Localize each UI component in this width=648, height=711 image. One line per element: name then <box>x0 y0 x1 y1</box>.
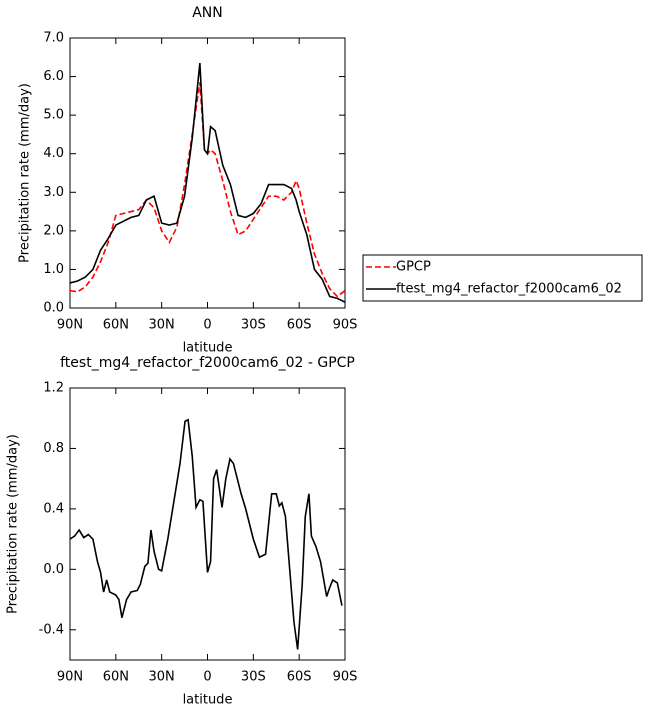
x-axis-label: latitude <box>183 341 233 356</box>
legend-label: GPCP <box>396 260 431 275</box>
x-tick-label: 30S <box>241 318 266 333</box>
x-tick-label: 60N <box>103 670 129 685</box>
y-tick-label: 4.0 <box>43 146 64 161</box>
data-line <box>69 62 346 303</box>
y-tick-label: 6.0 <box>43 69 64 84</box>
chart-title: ftest_mg4_refactor_f2000cam6_02 - GPCP <box>60 355 355 371</box>
y-tick-label: 0.0 <box>43 562 64 577</box>
y-tick-label: 0.4 <box>43 501 64 516</box>
y-tick-label: 2.0 <box>43 223 64 238</box>
legend-label: ftest_mg4_refactor_f2000cam6_02 <box>396 282 622 297</box>
x-tick-label: 30S <box>241 670 266 685</box>
x-tick-label: 60N <box>103 318 129 333</box>
x-tick-label: 60S <box>287 670 312 685</box>
plot-frame <box>69 37 346 309</box>
x-tick-label: 90S <box>333 318 358 333</box>
y-tick-label: 7.0 <box>43 31 64 46</box>
y-tick-label: 0.8 <box>43 441 64 456</box>
y-axis-label: Precipitation rate (mm/day) <box>18 83 33 263</box>
x-tick-label: 30N <box>149 670 175 685</box>
chart-title: ANN <box>192 5 223 21</box>
x-tick-label: 60S <box>287 318 312 333</box>
x-tick-label: 30N <box>149 318 175 333</box>
plot-frame <box>69 387 346 661</box>
x-tick-label: 0 <box>203 318 211 333</box>
y-tick-label: 1.2 <box>43 381 64 396</box>
y-tick-label: -0.4 <box>39 622 64 637</box>
x-tick-label: 90S <box>333 670 358 685</box>
y-tick-label: 5.0 <box>43 108 64 123</box>
data-line <box>69 82 346 298</box>
legend-box <box>362 254 643 302</box>
x-tick-label: 90N <box>57 318 83 333</box>
x-tick-label: 0 <box>203 670 211 685</box>
y-tick-label: 3.0 <box>43 185 64 200</box>
data-line <box>69 418 343 650</box>
x-tick-label: 90N <box>57 670 83 685</box>
y-tick-label: 1.0 <box>43 262 64 277</box>
x-axis-label: latitude <box>183 693 233 708</box>
y-axis-label: Precipitation rate (mm/day) <box>6 434 21 614</box>
y-tick-label: 0.0 <box>43 301 64 316</box>
